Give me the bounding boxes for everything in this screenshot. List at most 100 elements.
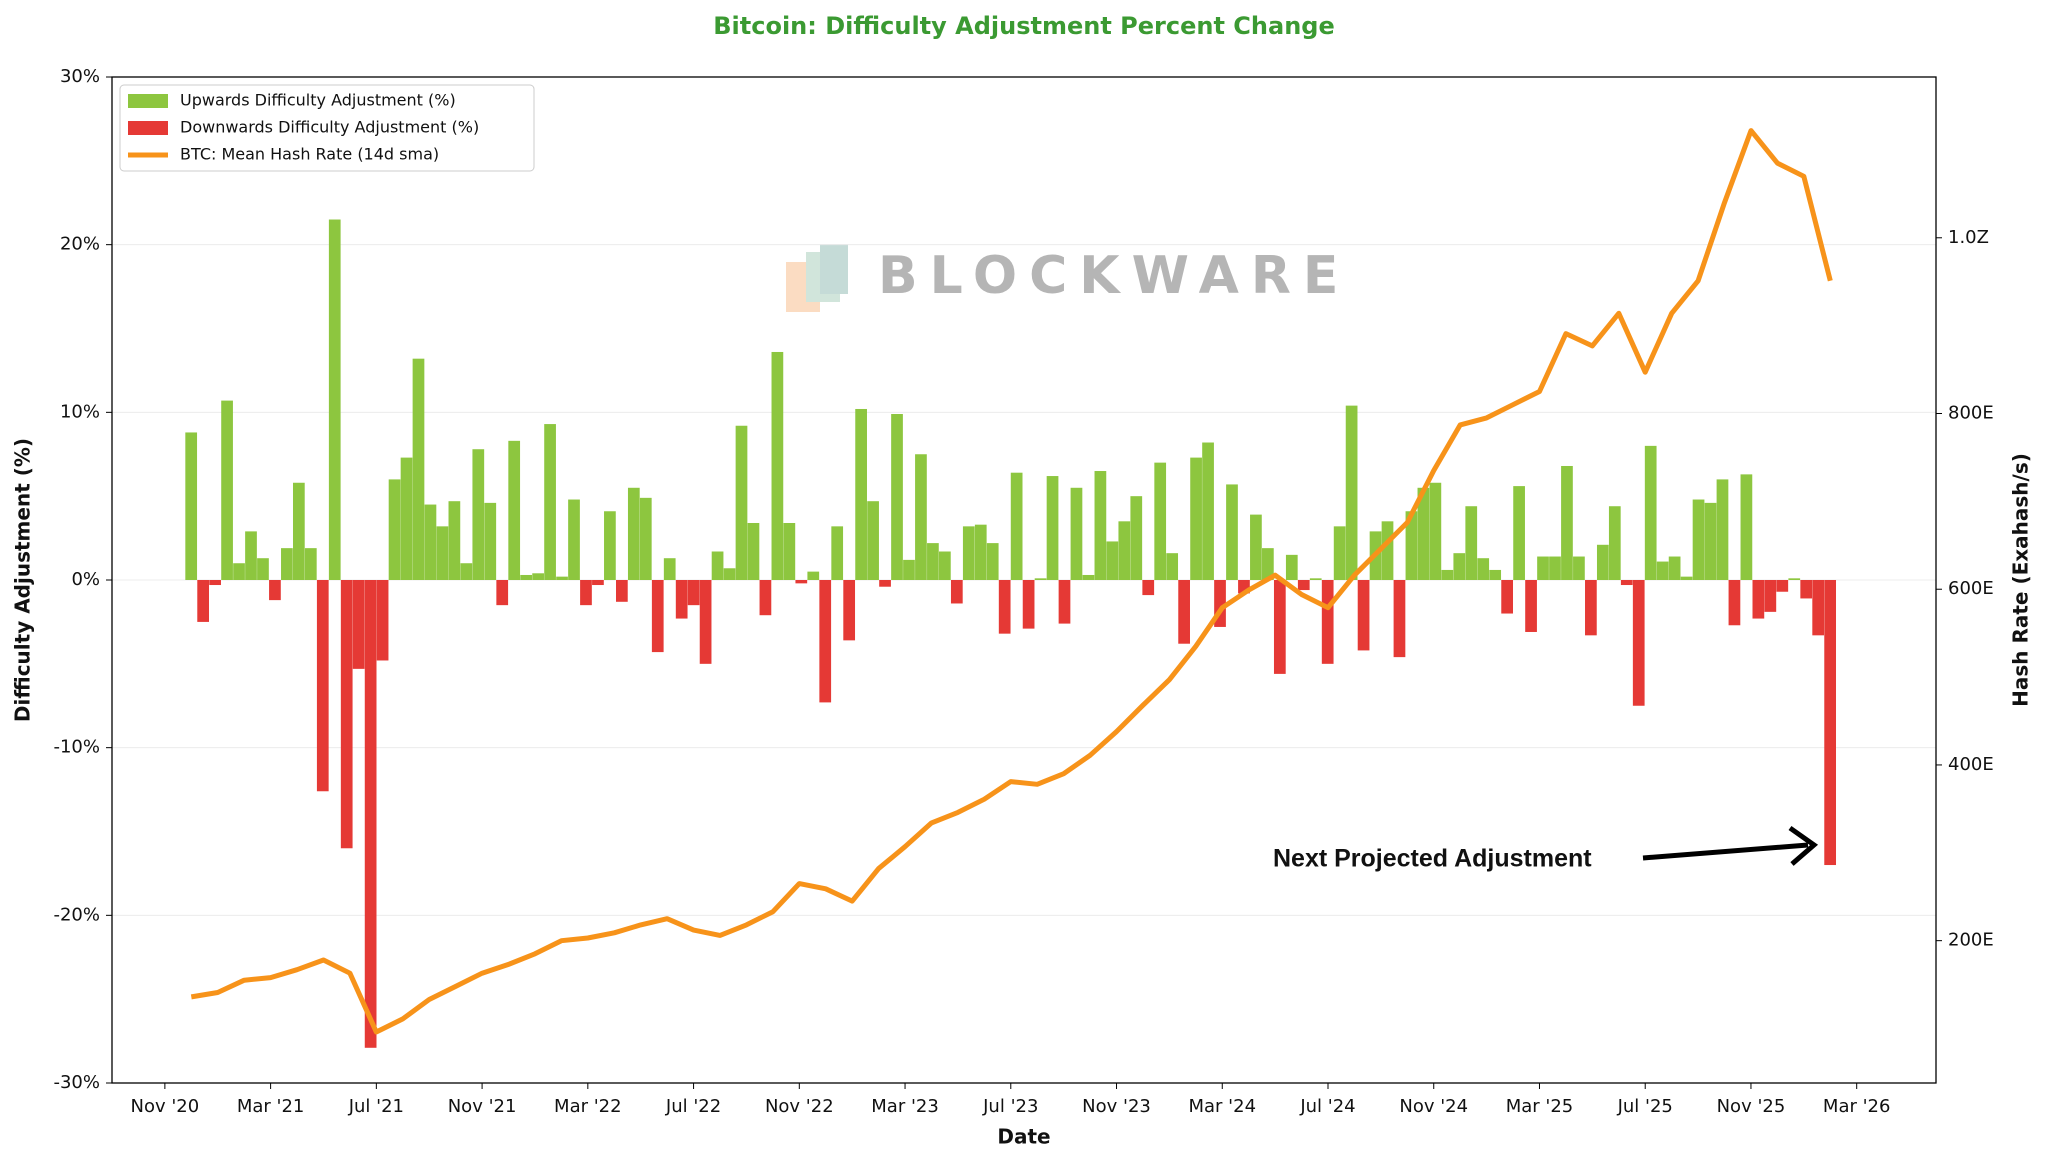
- bar: [544, 424, 556, 580]
- y2-tick-label: 1.0Z: [1948, 227, 1989, 248]
- bar: [723, 568, 736, 580]
- bar: [1824, 580, 1837, 866]
- bar: [316, 580, 329, 792]
- x-axis-label: Date: [997, 1125, 1050, 1149]
- bar: [759, 580, 772, 616]
- bar: [1525, 580, 1537, 632]
- bar: [1094, 471, 1107, 580]
- bar: [1716, 479, 1729, 580]
- bar: [639, 497, 652, 580]
- bar: [1226, 484, 1238, 580]
- x-tick-label: Nov '25: [1717, 1096, 1786, 1117]
- bar: [352, 580, 365, 669]
- bar: [1130, 496, 1143, 580]
- bar: [233, 563, 245, 580]
- x-tick-label: Nov '20: [131, 1096, 200, 1117]
- x-tick-label: Mar '25: [1506, 1096, 1574, 1117]
- bar: [1393, 580, 1406, 658]
- bar: [771, 351, 784, 580]
- bar: [292, 482, 305, 580]
- bar: [1477, 558, 1490, 580]
- bar: [1573, 556, 1585, 580]
- bar: [998, 580, 1011, 634]
- bar: [1154, 462, 1167, 580]
- bar: [819, 580, 832, 703]
- bar: [939, 551, 951, 580]
- y2-tick-label: 400E: [1948, 754, 1994, 775]
- bar: [1022, 580, 1035, 629]
- bar: [1620, 580, 1633, 586]
- bar: [1357, 580, 1370, 651]
- bar: [376, 580, 389, 661]
- bar: [424, 504, 437, 580]
- bar: [1178, 580, 1190, 644]
- bar: [1082, 574, 1095, 580]
- watermark: BLOCKWARE: [878, 246, 1350, 306]
- bar: [281, 548, 293, 580]
- bar: [1608, 506, 1621, 580]
- bar: [1417, 487, 1430, 580]
- bar: [257, 558, 269, 580]
- bar: [1465, 506, 1478, 580]
- legend-label: BTC: Mean Hash Rate (14d sma): [180, 145, 439, 164]
- bar: [962, 526, 975, 580]
- bar: [1118, 521, 1131, 580]
- x-tick-label: Jul '25: [1617, 1096, 1673, 1117]
- bar: [185, 432, 198, 580]
- bar: [615, 580, 628, 602]
- bar: [711, 551, 724, 580]
- y2-tick-label: 600E: [1948, 578, 1994, 599]
- bar: [364, 580, 377, 1048]
- bar: [1321, 580, 1334, 664]
- bar: [412, 358, 425, 580]
- x-tick-label: Jul '23: [982, 1096, 1038, 1117]
- bar: [460, 563, 473, 580]
- x-tick-label: Jul '22: [665, 1096, 721, 1117]
- bar: [1585, 580, 1597, 636]
- bar: [1285, 554, 1298, 580]
- bar: [1190, 457, 1202, 580]
- bar: [735, 425, 748, 580]
- bar: [209, 580, 221, 586]
- bar: [1345, 405, 1358, 580]
- bar: [1441, 569, 1454, 580]
- bar: [556, 576, 568, 580]
- bar: [436, 526, 449, 580]
- bar: [1632, 580, 1645, 706]
- y-tick-label: 0%: [71, 569, 100, 590]
- bar: [627, 487, 640, 580]
- bar: [1166, 553, 1179, 580]
- x-tick-label: Jul '24: [1299, 1096, 1355, 1117]
- bar: [1656, 561, 1669, 580]
- bar: [1297, 580, 1310, 591]
- bar: [1644, 445, 1657, 580]
- bar: [1668, 556, 1681, 580]
- bar: [1381, 521, 1394, 580]
- legend-label: Upwards Difficulty Adjustment (%): [180, 91, 456, 110]
- bar: [340, 580, 353, 849]
- bar: [592, 580, 604, 586]
- bar: [1752, 580, 1765, 619]
- bar: [903, 559, 915, 580]
- bar: [245, 531, 257, 580]
- watermark-icon: [786, 244, 848, 312]
- bar: [508, 440, 521, 580]
- bar: [891, 414, 903, 580]
- bar: [1106, 541, 1119, 580]
- x-tick-label: Jul '21: [348, 1096, 404, 1117]
- plot-frame: [111, 76, 1937, 1084]
- y-tick-label: 20%: [60, 234, 100, 255]
- bar: [651, 580, 664, 653]
- y2-axis-label: Hash Rate (Exahash/s): [2009, 453, 2033, 707]
- bar: [1333, 526, 1346, 580]
- bar: [1429, 482, 1442, 580]
- bar: [807, 571, 820, 580]
- y-tick-label: -30%: [53, 1072, 100, 1093]
- bar: [197, 580, 210, 622]
- bar: [1262, 548, 1274, 580]
- bar: [1740, 474, 1753, 580]
- bar: [472, 449, 485, 580]
- bar: [747, 522, 760, 580]
- bar: [950, 580, 963, 604]
